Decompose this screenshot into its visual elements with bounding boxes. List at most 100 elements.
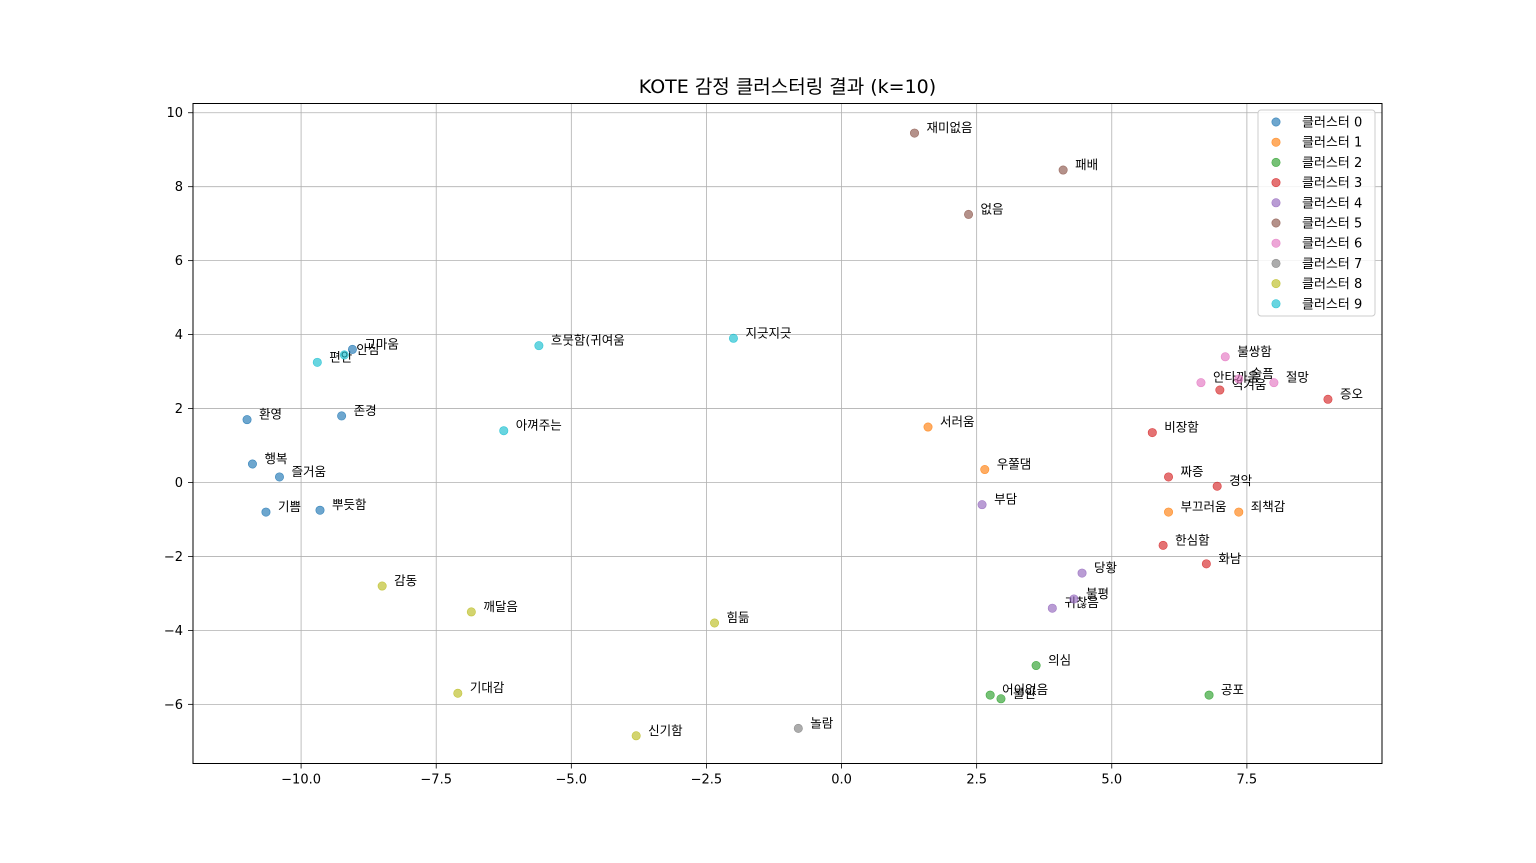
x-tick-label: −7.5 [420,773,452,788]
point-label: 힘듦 [727,610,750,625]
point-label: 신기함 [648,723,683,738]
point-label: 불안 [1013,686,1037,701]
point-label: 고마움 [364,336,399,351]
legend-marker [1271,198,1281,208]
point-label: 재미없음 [927,120,973,135]
data-point [910,128,920,138]
legend-marker [1271,258,1281,268]
data-point [1077,568,1087,578]
y-tick-label: 6 [175,254,183,269]
point-label: 지긋지긋 [745,325,791,340]
y-tick-label: 2 [175,402,183,417]
point-label: 패배 [1075,157,1098,172]
point-label: 아껴주는 [516,418,562,433]
point-label: 불평 [1086,586,1109,601]
data-point [1147,428,1157,438]
point-label: 즐거움 [291,464,326,479]
data-points [242,128,1333,741]
y-tick-label: 10 [166,106,183,121]
legend-marker [1271,299,1281,309]
point-label: 증오 [1340,386,1363,401]
data-point [985,690,995,700]
data-point [466,607,476,617]
point-label: 감동 [394,573,417,588]
x-tick-label: −10.0 [281,773,321,788]
point-label: 우쭐댐 [997,457,1032,472]
data-point [977,500,987,510]
data-point [274,472,284,482]
point-label: 슬픔 [1251,366,1274,381]
data-point [242,415,252,425]
data-point [261,507,271,517]
data-point [1220,352,1230,362]
data-point [534,341,544,351]
data-point [1164,507,1174,517]
data-point [964,209,974,219]
point-label: 당황 [1094,560,1118,575]
data-point [1215,385,1225,395]
point-label: 짜증 [1181,464,1204,479]
point-label: 행복 [264,451,287,466]
data-point [710,618,720,628]
y-tick-label: 8 [175,180,183,195]
y-tick-label: −2 [164,550,183,565]
point-label: 경악 [1229,473,1253,488]
data-point [453,688,463,698]
point-label: 환영 [259,407,282,422]
y-tick-label: −6 [164,698,183,713]
point-label: 서러움 [940,414,975,429]
point-label: 부끄러움 [1181,499,1227,514]
chart-title: KOTE 감정 클러스터링 결과 (k=10) [639,76,936,98]
point-label: 화남 [1218,551,1242,566]
data-point [1196,378,1206,388]
point-label: 부담 [994,492,1018,507]
data-point [1158,540,1168,550]
data-point [247,459,257,469]
legend-marker [1271,238,1281,248]
legend-marker [1271,218,1281,228]
data-point [1069,594,1079,604]
point-label: 뿌듯함 [332,497,367,512]
data-point [315,505,325,515]
legend-label: 클러스터 8 [1302,277,1362,292]
data-point [339,350,349,360]
x-tick-label: −5.0 [556,773,588,788]
data-point [377,581,387,591]
point-label: 불쌍함 [1237,344,1272,359]
data-point [347,344,357,354]
legend-label: 클러스터 6 [1302,237,1362,252]
point-label: 절망 [1286,370,1310,385]
data-point [1031,661,1041,671]
legend: 클러스터 0 클러스터 1 클러스터 2 클러스터 3 클러스터 4 클러스터 5 클러스터… [1257,109,1376,317]
plot-area-frame [192,103,1383,764]
legend-marker [1271,117,1281,127]
point-label: 기쁨 [278,499,301,514]
grid-lines [193,103,1382,764]
y-tick-label: −4 [164,624,183,639]
data-point [1234,507,1244,517]
point-label: 흐뭇함(귀여움 [551,333,625,348]
legend-label: 클러스터 0 [1302,116,1362,131]
point-label: 존경 [354,403,377,418]
x-tick-label: −2.5 [691,773,723,788]
point-label: 안심 [356,342,379,357]
point-label: 없음 [981,201,1004,216]
data-point [1269,378,1279,388]
data-point [1164,472,1174,482]
data-point [1204,690,1214,700]
point-label: 공포 [1221,682,1244,697]
data-point [337,411,347,421]
data-point [923,422,933,432]
legend-label: 클러스터 1 [1302,136,1362,151]
x-tick-label: 0.0 [831,773,852,788]
point-label: 비장함 [1164,420,1199,435]
data-point [312,357,322,367]
point-label: 어이없음 [1002,682,1048,697]
data-point [996,694,1006,704]
data-point [980,465,990,475]
point-label: 한심함 [1175,532,1210,547]
x-tick-label: 7.5 [1237,773,1258,788]
legend-marker [1271,137,1281,147]
